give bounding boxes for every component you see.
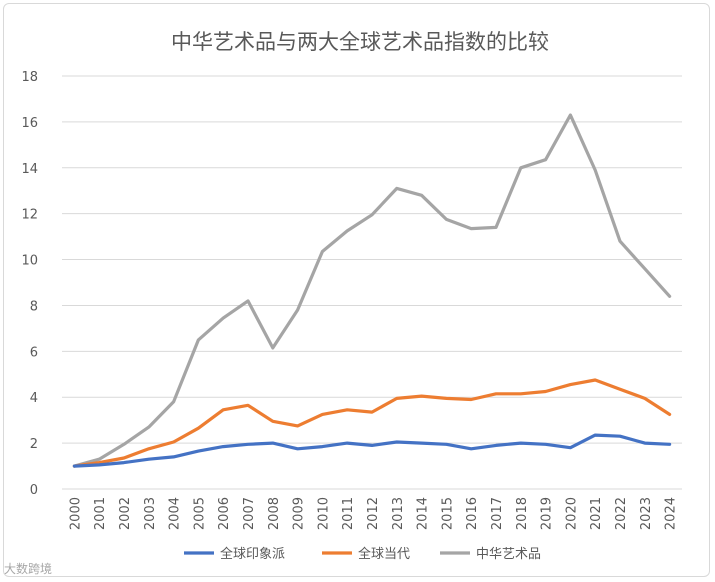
x-tick-label: 2022 <box>614 497 629 530</box>
y-tick-label: 10 <box>21 254 38 269</box>
x-tick-label: 2012 <box>366 497 381 530</box>
legend-item: 全球印象派 <box>184 546 285 562</box>
x-tick-label: 2018 <box>515 497 530 530</box>
x-tick-label: 2021 <box>589 497 604 530</box>
x-tick-label: 2002 <box>118 497 133 530</box>
x-axis: 2000 2001 2002 2003 2004 2005 2006 2007 2008 2009… <box>68 497 678 530</box>
legend-label: 中华艺术品 <box>476 547 541 562</box>
y-tick-label: 16 <box>21 116 38 131</box>
x-tick-label: 2014 <box>416 497 431 530</box>
y-tick-label: 6 <box>30 345 38 360</box>
legend-label: 全球印象派 <box>220 546 285 562</box>
x-tick-label: 2009 <box>292 497 307 530</box>
series-line <box>72 113 672 468</box>
y-tick-label: 12 <box>21 208 38 223</box>
x-tick-label: 2001 <box>93 497 108 530</box>
x-tick-label: 2003 <box>143 497 158 530</box>
y-axis: 0 2 4 6 8 10 12 14 16 18 <box>21 70 38 498</box>
x-tick-label: 2011 <box>341 497 356 530</box>
x-tick-label: 2008 <box>267 497 282 530</box>
y-tick-label: 8 <box>30 299 38 314</box>
y-tick-label: 4 <box>30 391 38 406</box>
series-line <box>72 378 672 468</box>
watermark-text: 大数跨境 <box>4 562 53 576</box>
y-tick-label: 0 <box>30 483 38 498</box>
x-tick-label: 2024 <box>664 497 679 530</box>
x-tick-label: 2020 <box>564 497 579 530</box>
x-tick-label: 2016 <box>465 497 480 530</box>
series-layer <box>72 113 672 468</box>
x-tick-label: 2017 <box>490 497 505 530</box>
x-tick-label: 2007 <box>242 497 257 530</box>
y-tick-label: 14 <box>21 162 38 177</box>
x-tick-label: 2000 <box>68 497 83 530</box>
x-tick-label: 2015 <box>440 497 455 530</box>
series-line <box>72 433 672 468</box>
y-tick-label: 18 <box>21 70 38 85</box>
x-tick-label: 2019 <box>540 497 555 530</box>
x-tick-label: 2004 <box>168 497 183 530</box>
chart-frame: 中华艺术品与两大全球艺术品指数的比较 0 2 4 6 8 10 12 14 16 18 2000 2… <box>3 3 710 577</box>
legend-label: 全球当代 <box>358 546 410 562</box>
grid-layer <box>62 75 682 490</box>
x-tick-label: 2013 <box>391 497 406 530</box>
x-tick-label: 2023 <box>639 497 654 530</box>
legend: 全球印象派 全球当代 中华艺术品 <box>184 546 541 562</box>
legend-item: 中华艺术品 <box>440 547 541 562</box>
x-tick-label: 2010 <box>316 497 331 530</box>
chart-title: 中华艺术品与两大全球艺术品指数的比较 <box>171 30 549 54</box>
y-tick-label: 2 <box>30 437 38 452</box>
legend-item: 全球当代 <box>322 546 410 562</box>
x-tick-label: 2006 <box>217 497 232 530</box>
x-tick-label: 2005 <box>192 497 207 530</box>
